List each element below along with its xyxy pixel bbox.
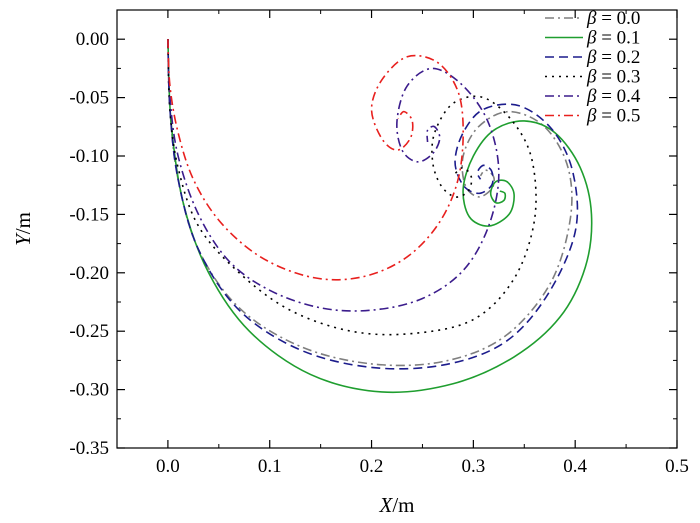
legend-value: = 0.1 — [596, 28, 640, 49]
legend-var: β — [586, 106, 597, 127]
x-axis-title: X/m — [379, 493, 415, 517]
legend-var: β — [586, 28, 597, 49]
series-layer — [167, 39, 593, 394]
x-tick-label: 0.3 — [461, 456, 485, 477]
x-tick-label: 0.0 — [156, 456, 180, 477]
legend: β = 0.0β = 0.1β = 0.2β = 0.3β = 0.4β = 0… — [545, 8, 641, 127]
legend-label-3: β = 0.3 — [586, 67, 640, 88]
y-tick-label: -0.05 — [69, 88, 109, 109]
y-tick-label: -0.15 — [69, 204, 109, 225]
legend-value: = 0.0 — [596, 8, 640, 29]
y-tick-label: -0.35 — [69, 438, 109, 459]
series-line-4 — [167, 39, 500, 312]
series-line-5 — [167, 39, 464, 281]
series-line-1 — [167, 39, 593, 394]
y-tick-label: -0.10 — [69, 146, 109, 167]
x-tick-label: 0.2 — [360, 456, 384, 477]
x-tick-label: 0.4 — [563, 456, 587, 477]
y-tick-label: -0.25 — [69, 321, 109, 342]
y-tick-label: -0.20 — [69, 263, 109, 284]
legend-label-5: β = 0.5 — [586, 106, 640, 127]
x-tick-label: 0.5 — [665, 456, 689, 477]
y-axis-unit: /m — [11, 212, 35, 234]
ticks-layer: 0.0 0.1 0.2 0.3 0.4 0.5 0.00 -0.05 -0.10 -0.15 -0.… — [69, 10, 689, 477]
series-line-2 — [167, 39, 579, 370]
x-tick-label: 0.1 — [258, 456, 282, 477]
legend-var: β — [586, 67, 597, 88]
y-axis-title: Y/m — [11, 212, 35, 246]
legend-label-1: β = 0.1 — [586, 28, 640, 49]
legend-var: β — [586, 47, 597, 68]
y-axis-var: Y — [11, 232, 35, 246]
legend-var: β — [586, 8, 597, 29]
plot-frame — [116, 9, 678, 449]
legend-label-0: β = 0.0 — [586, 8, 640, 29]
y-tick-label: -0.30 — [69, 380, 109, 401]
series-line-0 — [167, 39, 573, 367]
legend-value: = 0.3 — [596, 67, 640, 88]
legend-value: = 0.2 — [596, 47, 640, 68]
legend-value: = 0.5 — [596, 106, 640, 127]
x-axis-var: X — [379, 493, 394, 517]
legend-label-2: β = 0.2 — [586, 47, 640, 68]
x-axis-unit: /m — [392, 493, 414, 517]
legend-var: β — [586, 86, 597, 107]
legend-label-4: β = 0.4 — [586, 86, 641, 107]
y-tick-label: 0.00 — [76, 29, 109, 50]
legend-value: = 0.4 — [596, 86, 640, 107]
